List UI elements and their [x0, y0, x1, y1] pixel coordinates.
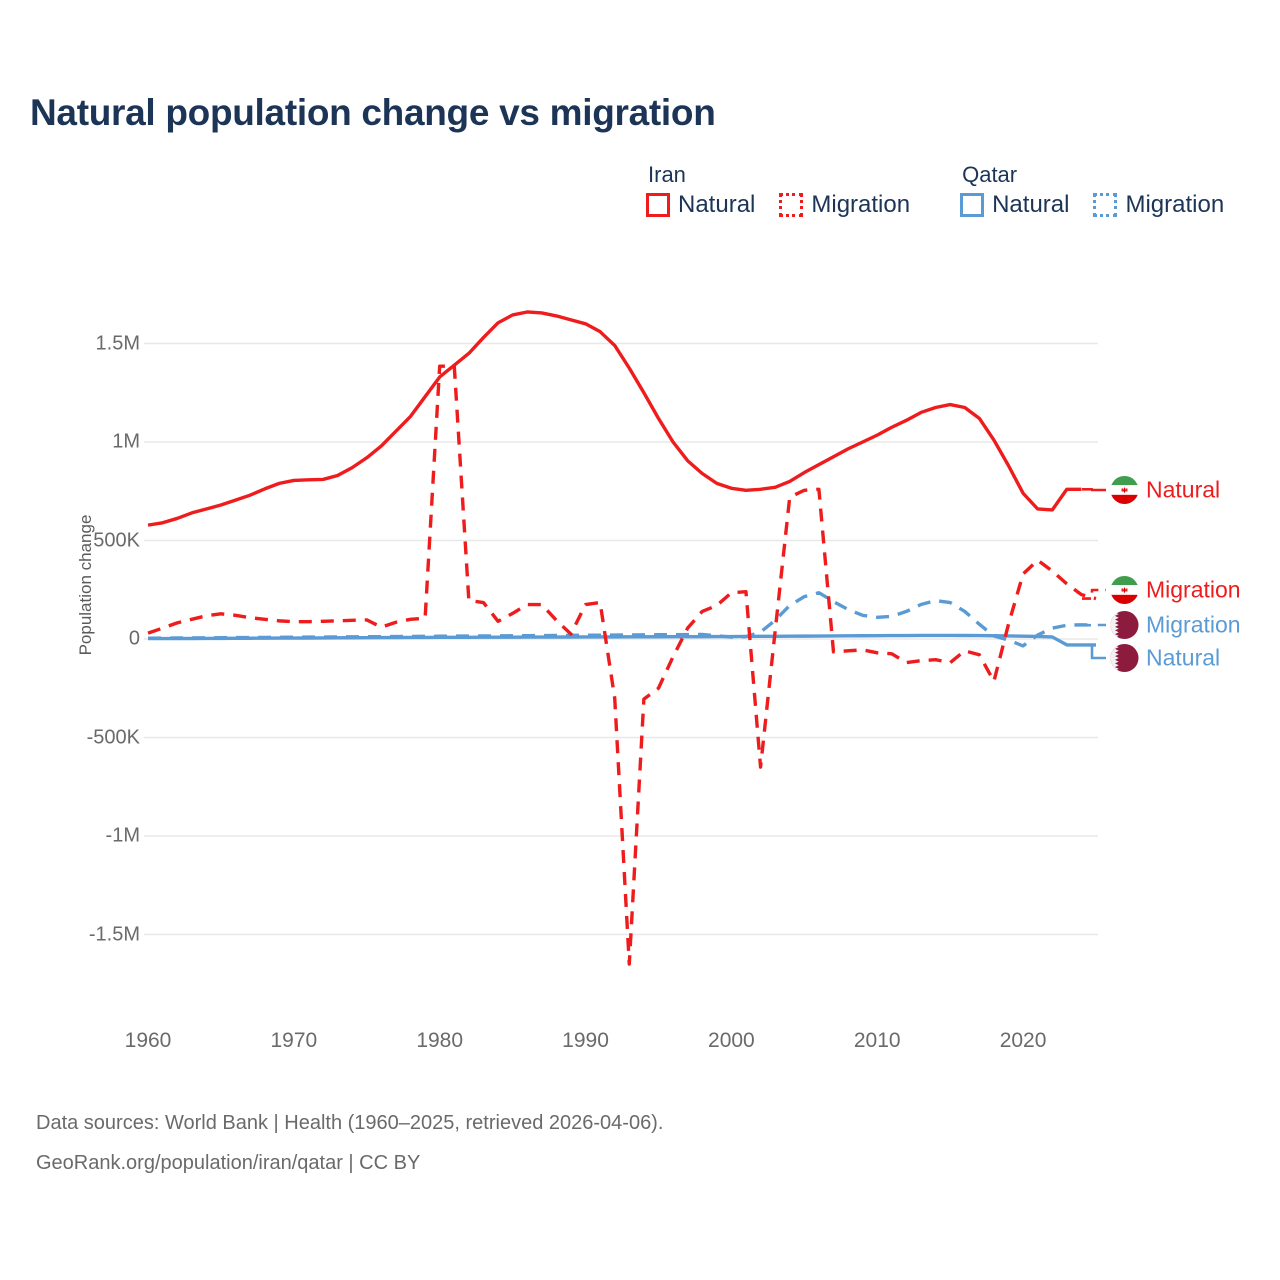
legend-item-label: Natural	[992, 191, 1070, 218]
legend-item-qatar-migration[interactable]: Migration	[1093, 192, 1224, 218]
series-line-iran-migration	[147, 364, 1097, 966]
series-line-qatar-natural	[147, 633, 1096, 647]
x-axis-tick-label: 1990	[562, 1029, 609, 1052]
legend-item-label: Natural	[678, 191, 756, 218]
page-title: Natural population change vs migration	[30, 92, 716, 133]
legend-group-iran: Iran Natural Migration	[646, 162, 910, 218]
legend-swatch-dot-blue	[1093, 193, 1118, 217]
x-axis-tick-label: 1980	[416, 1029, 464, 1052]
footer-sources: Data sources: World Bank | Health (1960–…	[36, 1112, 664, 1134]
legend-item-iran-natural[interactable]: Natural	[646, 192, 755, 218]
leader-line	[1082, 588, 1106, 600]
end-label-text: Natural	[1146, 644, 1221, 671]
legend-items: Natural Migration	[960, 192, 1224, 218]
end-label-iran-migration: Migration	[1110, 575, 1241, 605]
end-label-text: Migration	[1146, 576, 1241, 603]
y-axis-tick-label: 1.5M	[95, 332, 140, 354]
x-axis-tick-label: 1960	[124, 1029, 172, 1052]
legend-items: Natural Migration	[646, 192, 910, 218]
end-label-text: Migration	[1146, 611, 1241, 638]
footer-attribution: GeoRank.org/population/iran/qatar | CC B…	[36, 1152, 421, 1174]
qatar-flag-icon	[1110, 610, 1139, 640]
series-line-iran-natural	[147, 310, 1082, 527]
legend-item-label: Migration	[811, 191, 911, 218]
legend-group-title: Qatar	[962, 162, 1018, 187]
end-label-qatar-migration: Migration	[1110, 610, 1241, 640]
x-axis-tick-label: 2010	[853, 1029, 901, 1052]
x-axis-tick-label: 2000	[708, 1029, 755, 1052]
x-axis-tick-label: 1970	[270, 1029, 318, 1052]
qatar-flag-icon	[1110, 643, 1139, 673]
y-axis-tick-label: 1M	[112, 430, 140, 453]
leader-line	[1082, 643, 1106, 660]
end-label-text: Natural	[1146, 476, 1221, 503]
y-axis-tick-label: -1M	[105, 824, 140, 847]
iran-flag-icon	[1110, 575, 1139, 605]
x-axis-tick-label: 2020	[999, 1029, 1047, 1052]
y-axis-tick-label: -500K	[86, 726, 140, 748]
legend-item-qatar-natural[interactable]: Natural	[960, 192, 1069, 218]
y-axis-tick-label: 500K	[93, 529, 140, 551]
end-label-iran-natural: Natural	[1110, 475, 1221, 505]
y-axis-tick-label: 0	[128, 627, 140, 650]
end-label-qatar-natural: Natural	[1110, 643, 1221, 673]
gridlines	[144, 342, 1098, 936]
legend-item-label: Migration	[1125, 191, 1225, 218]
y-axis-ticks: 1.5M 1M 500K 0 -500K -1M -1.5M	[28, 0, 140, 1280]
legend: Iran Natural Migration Qatar Natural Migratio…	[646, 162, 1224, 218]
leader-line	[1082, 488, 1106, 492]
legend-swatch-dot-red	[779, 193, 804, 217]
legend-swatch-solid-red	[646, 193, 670, 217]
legend-group-title: Iran	[648, 162, 686, 187]
iran-flag-icon	[1110, 475, 1139, 505]
legend-swatch-solid-blue	[960, 193, 985, 217]
y-axis-tick-label: -1.5M	[88, 923, 140, 945]
legend-item-iran-migration[interactable]: Migration	[779, 192, 910, 218]
legend-group-qatar: Qatar Natural Migration	[960, 162, 1224, 218]
leader-lines	[1082, 488, 1106, 660]
